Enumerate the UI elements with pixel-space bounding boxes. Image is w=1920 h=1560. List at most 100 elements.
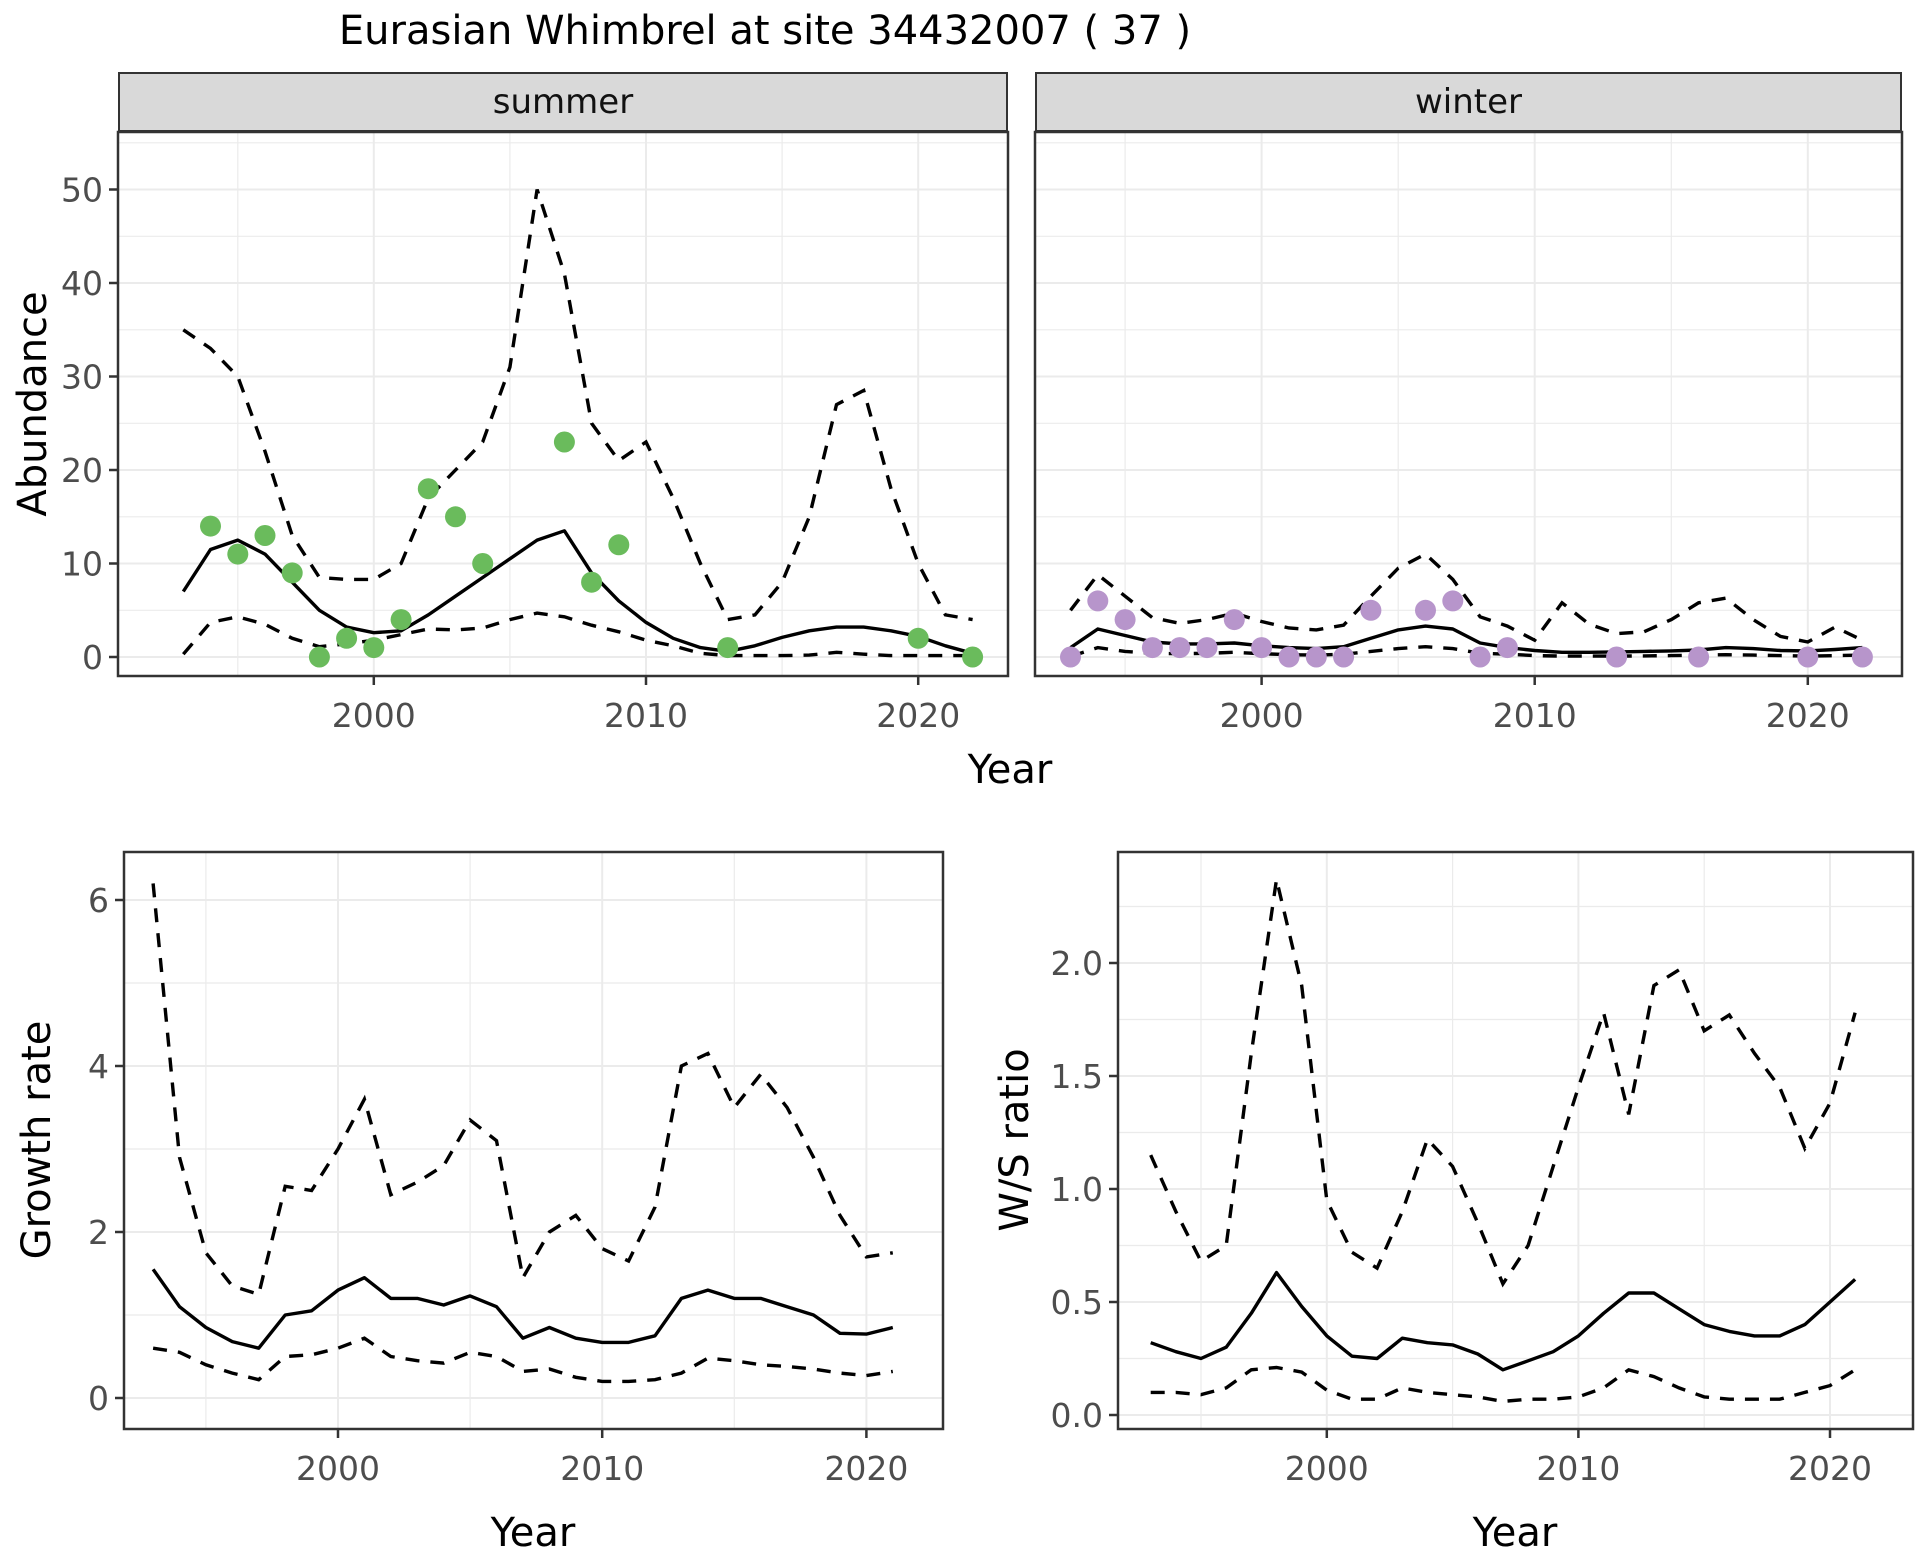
- x-tick-label: 2010: [560, 1449, 644, 1488]
- data-point-summer: [608, 534, 630, 556]
- y-tick-label: 30: [61, 358, 103, 397]
- data-point-winter: [1196, 637, 1218, 659]
- data-point-winter: [1415, 599, 1436, 621]
- data-point-summer: [717, 637, 739, 659]
- ci-upper-line: [1069, 552, 1864, 644]
- chart-title: Eurasian Whimbrel at site 34432007 ( 37 …: [338, 8, 1192, 54]
- grid-layer: [124, 852, 943, 1429]
- data-point-winter-layer: [1060, 590, 1873, 668]
- ci-upper-line: [1149, 879, 1857, 1288]
- grid-layer: [118, 132, 1008, 676]
- facet-strip-summer-label: summer: [492, 82, 634, 122]
- data-point-winter: [1442, 590, 1464, 612]
- ci-lower-line: [152, 1336, 894, 1384]
- y-axis-title-growth: Growth rate: [14, 1021, 60, 1260]
- data-point-winter: [1223, 609, 1245, 631]
- mean-line: [1150, 1270, 1857, 1372]
- mean-line: [151, 1268, 894, 1350]
- data-point-winter: [1060, 646, 1081, 668]
- data-point-summer: [200, 515, 221, 537]
- data-point-summer: [445, 506, 466, 528]
- facet-strip-summer: summer: [118, 72, 1008, 132]
- data-point-winter: [1305, 646, 1327, 668]
- data-point-winter: [1360, 599, 1382, 621]
- panel-border: [1116, 850, 1915, 1431]
- data-point-summer: [308, 646, 330, 668]
- x-tick-label: 2020: [1766, 696, 1850, 735]
- y-tick-label: 1.0: [1051, 1170, 1103, 1209]
- y-tick-label: 4: [88, 1047, 109, 1086]
- grid-layer: [1118, 852, 1913, 1429]
- series-layer: [151, 883, 894, 1384]
- x-tick-label: 2010: [1493, 696, 1577, 735]
- y-tick-label: 0: [82, 638, 103, 677]
- data-point-winter: [1141, 637, 1163, 659]
- x-axis-title-ws: Year: [1472, 1510, 1558, 1556]
- y-tick-label: 2: [88, 1213, 109, 1252]
- data-point-winter: [1333, 646, 1355, 668]
- data-point-summer: [254, 525, 276, 546]
- data-point-summer: [390, 609, 412, 631]
- data-point-summer: [962, 646, 984, 668]
- x-tick-label: 2010: [604, 696, 688, 735]
- ci-upper-line: [151, 883, 894, 1297]
- x-tick-label: 2020: [876, 696, 960, 735]
- x-tick-label: 2010: [1536, 1449, 1620, 1488]
- x-tick-label: 2020: [1788, 1449, 1872, 1488]
- x-tick-label: 2020: [824, 1449, 908, 1488]
- ci-upper-line: [182, 188, 973, 622]
- data-point-summer: [472, 553, 494, 574]
- data-point-summer-layer: [200, 431, 984, 668]
- x-tick-label: 2000: [1285, 1449, 1369, 1488]
- grid-layer: [1035, 132, 1902, 676]
- mean-line: [181, 529, 974, 655]
- data-point-summer: [281, 562, 303, 584]
- x-axis-title-growth: Year: [490, 1510, 576, 1556]
- x-axis-title-top: Year: [967, 747, 1053, 793]
- y-axis-title-abundance: Abundance: [10, 291, 56, 516]
- data-point-summer: [417, 478, 439, 500]
- panel-border: [122, 850, 945, 1431]
- data-point-winter: [1797, 646, 1819, 668]
- y-tick-label: 0.5: [1051, 1283, 1103, 1322]
- data-point-winter: [1251, 637, 1273, 659]
- data-point-summer: [907, 627, 929, 649]
- data-point-winter: [1114, 609, 1136, 631]
- series-layer: [1149, 879, 1857, 1404]
- data-point-winter: [1169, 637, 1191, 659]
- data-point-winter: [1688, 646, 1710, 668]
- ci-lower-line: [182, 611, 973, 658]
- data-point-summer: [336, 627, 358, 649]
- x-tick-label: 2000: [296, 1449, 380, 1488]
- data-point-winter: [1087, 590, 1109, 612]
- data-point-winter: [1496, 637, 1518, 659]
- data-point-summer: [227, 543, 249, 565]
- y-tick-label: 10: [61, 545, 103, 584]
- panel-border: [1033, 130, 1904, 678]
- data-point-summer: [363, 637, 385, 659]
- ci-lower-line: [1150, 1365, 1857, 1404]
- data-point-winter: [1278, 646, 1300, 668]
- y-tick-label: 1.5: [1051, 1057, 1103, 1096]
- x-tick-label: 2000: [1220, 696, 1304, 735]
- y-axis-title-ws: W/S ratio: [992, 1048, 1038, 1231]
- data-point-winter: [1469, 646, 1491, 668]
- y-tick-label: 50: [61, 171, 103, 210]
- y-tick-label: 6: [88, 881, 109, 920]
- series-layer: [1069, 552, 1864, 659]
- data-point-summer: [581, 571, 603, 593]
- panel-border: [116, 130, 1010, 678]
- series-layer: [181, 188, 974, 658]
- y-tick-label: 40: [61, 264, 103, 303]
- y-tick-label: 2.0: [1051, 944, 1103, 983]
- y-tick-label: 20: [61, 451, 103, 490]
- x-tick-label: 2000: [332, 696, 416, 735]
- y-tick-label: 0: [88, 1379, 109, 1418]
- facet-strip-winter-label: winter: [1414, 82, 1523, 122]
- data-point-winter: [1606, 646, 1628, 668]
- y-tick-label: 0.0: [1051, 1396, 1103, 1435]
- data-point-winter: [1851, 646, 1873, 668]
- data-point-summer: [553, 431, 575, 453]
